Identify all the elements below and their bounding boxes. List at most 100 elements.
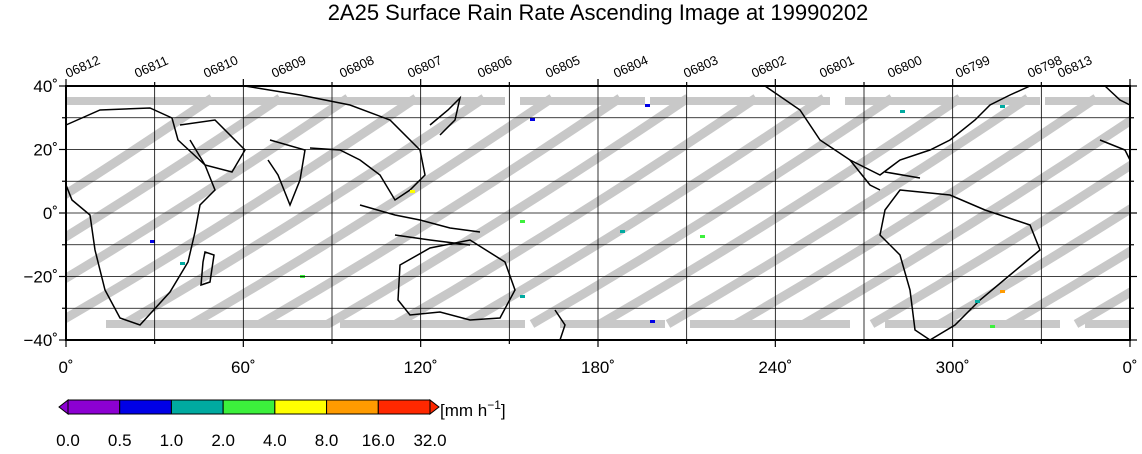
orbit-label: 06811 bbox=[132, 53, 170, 81]
swath-band bbox=[1005, 246, 1130, 328]
swath-band bbox=[869, 160, 1130, 328]
colorbar-label: 2.0 bbox=[211, 431, 235, 450]
colorbar-segment bbox=[274, 399, 328, 415]
swath-band bbox=[529, 94, 895, 328]
rain-point bbox=[1000, 105, 1005, 108]
colorbar-arrow-low bbox=[58, 398, 69, 416]
coastline bbox=[1104, 85, 1131, 106]
orbit-label: 06802 bbox=[749, 52, 788, 80]
swath-band bbox=[66, 94, 283, 242]
axis-ticks bbox=[59, 79, 1137, 347]
longitude-label: 240˚ bbox=[758, 358, 792, 377]
colorbar-unit: [mm h−1] bbox=[440, 398, 506, 420]
latitude-label: 40˚ bbox=[33, 77, 58, 96]
swath-layer bbox=[66, 94, 1130, 328]
swath-band bbox=[66, 94, 351, 284]
colorbar-segment bbox=[170, 399, 224, 415]
colorbar-label: 1.0 bbox=[160, 431, 184, 450]
latitude-label: 0˚ bbox=[43, 204, 58, 223]
colorbar-label: 4.0 bbox=[263, 431, 287, 450]
orbit-label: 06809 bbox=[269, 52, 308, 80]
coastline-layer bbox=[65, 85, 1131, 341]
unit-close: ] bbox=[501, 401, 506, 420]
colorbar-segment bbox=[326, 399, 379, 415]
colorbar-segment bbox=[119, 399, 172, 415]
longitude-label: 300˚ bbox=[936, 358, 970, 377]
colorbar-label: 0.5 bbox=[108, 431, 132, 450]
latitude-label: 20˚ bbox=[33, 141, 58, 160]
coastline bbox=[849, 159, 881, 191]
swath-band bbox=[1073, 287, 1130, 328]
longitude-label: 60˚ bbox=[231, 358, 256, 377]
rain-point bbox=[645, 104, 650, 107]
rain-point bbox=[150, 240, 155, 243]
swath-band bbox=[66, 94, 419, 324]
coastline bbox=[429, 95, 462, 136]
swath-band bbox=[937, 203, 1130, 328]
coastline bbox=[359, 204, 481, 233]
coastline bbox=[884, 171, 921, 179]
orbit-label: 06805 bbox=[543, 52, 582, 80]
unit-main: [mm h bbox=[440, 401, 487, 420]
colorbar-labels: 0.0 0.5 1.0 2.0 4.0 8.0 16.0 32.0 bbox=[56, 431, 446, 450]
rain-point bbox=[975, 300, 980, 303]
rain-point bbox=[530, 118, 535, 121]
rain-point bbox=[700, 235, 705, 238]
coastline bbox=[1099, 139, 1131, 161]
colorbar-segment bbox=[67, 399, 121, 415]
rain-point bbox=[650, 320, 655, 323]
swath-band bbox=[325, 94, 691, 328]
latitude-labels: 40˚ 20˚ 0˚ −20˚ −40˚ bbox=[24, 77, 59, 350]
orbit-label: 06801 bbox=[817, 52, 856, 80]
colorbar-label: 8.0 bbox=[315, 431, 339, 450]
latitude-label: −20˚ bbox=[24, 268, 59, 287]
orbit-label: 06812 bbox=[63, 52, 102, 80]
longitude-label: 180˚ bbox=[581, 358, 615, 377]
orbit-label: 06804 bbox=[611, 52, 650, 80]
rain-point bbox=[900, 110, 905, 113]
coastline bbox=[200, 251, 215, 287]
orbit-label: 06800 bbox=[885, 52, 924, 80]
swath-band bbox=[801, 115, 1130, 328]
rain-points-layer bbox=[150, 104, 1005, 328]
orbit-label: 06810 bbox=[201, 52, 240, 80]
longitude-label: 120˚ bbox=[404, 358, 438, 377]
coastline bbox=[179, 119, 246, 173]
unit-exponent: −1 bbox=[487, 398, 501, 412]
longitude-label: 0˚ bbox=[1122, 358, 1137, 377]
longitude-label: 0˚ bbox=[58, 358, 73, 377]
coastline bbox=[879, 189, 1041, 341]
swath-band bbox=[665, 94, 1031, 328]
rain-point bbox=[410, 190, 415, 193]
swath-band bbox=[733, 94, 1099, 328]
colorbar-label: 32.0 bbox=[413, 431, 446, 450]
graticule bbox=[66, 86, 1130, 340]
rain-point bbox=[1000, 290, 1005, 293]
orbit-label: 06803 bbox=[681, 52, 720, 80]
orbit-labels: 06812 06811 06810 06809 06808 06807 06806 06805… bbox=[63, 52, 1094, 80]
orbit-label: 06806 bbox=[475, 52, 514, 80]
swath-band bbox=[257, 94, 623, 328]
map-title: 2A25 Surface Rain Rate Ascending Image a… bbox=[328, 0, 869, 25]
orbit-label: 06813 bbox=[1055, 52, 1094, 80]
swath-band bbox=[121, 94, 487, 328]
orbit-label: 06808 bbox=[337, 52, 376, 80]
coastline bbox=[554, 309, 566, 341]
colorbar-segment bbox=[377, 399, 431, 415]
svg-text:[mm h−1]: [mm h−1] bbox=[440, 398, 506, 420]
longitude-labels: 0˚ 60˚ 120˚ 180˚ 240˚ 300˚ 0˚ bbox=[58, 358, 1137, 377]
rain-point bbox=[990, 325, 995, 328]
colorbar-label: 0.0 bbox=[56, 431, 80, 450]
swath-band bbox=[66, 94, 215, 200]
colorbar-arrow-high bbox=[429, 398, 440, 416]
orbit-label: 06807 bbox=[405, 52, 444, 80]
swath-band bbox=[393, 94, 759, 328]
colorbar bbox=[58, 398, 440, 416]
colorbar-segment bbox=[222, 399, 276, 415]
rain-point bbox=[520, 295, 525, 298]
coastline bbox=[764, 85, 1031, 176]
coastline bbox=[267, 139, 306, 208]
rain-point bbox=[620, 230, 625, 233]
orbit-label: 06799 bbox=[953, 52, 992, 80]
